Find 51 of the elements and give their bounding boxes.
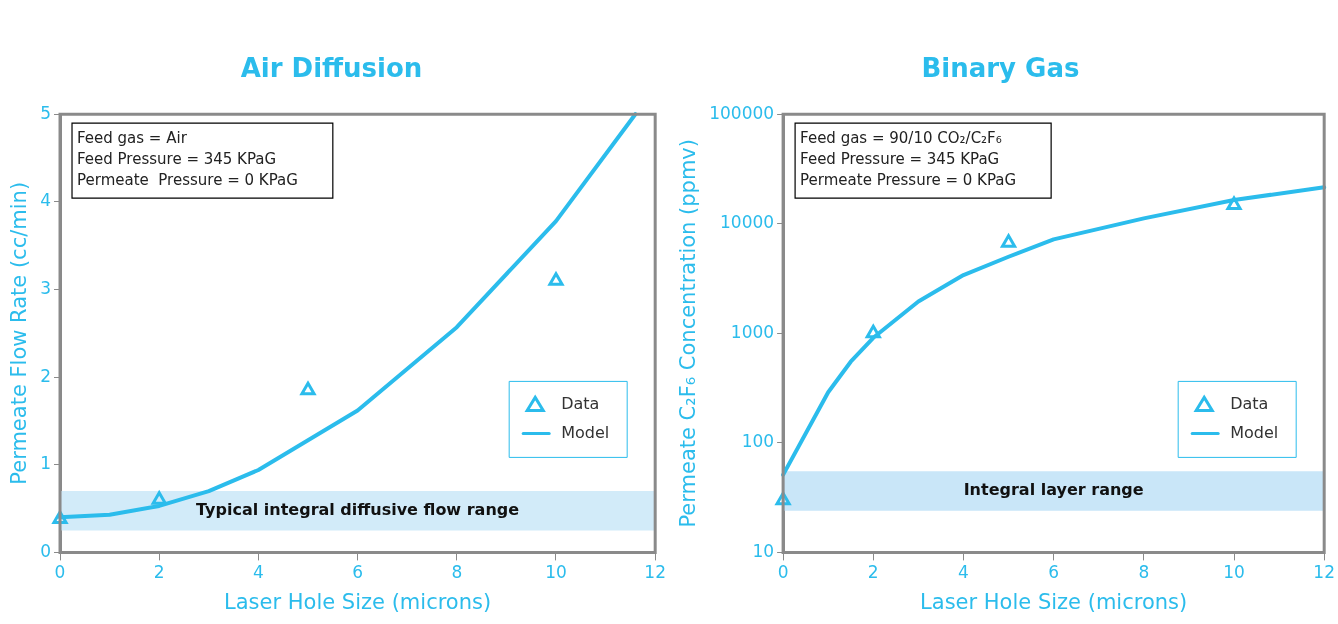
legend-label: Model (1230, 422, 1279, 442)
annotation: Permeate Pressure = 0 KPaG (800, 171, 1017, 190)
y-tick-label: 10000 (720, 212, 775, 233)
y-tick-label: 5 (40, 102, 52, 123)
y-axis-title: Permeate Flow Rate (cc/min) (7, 181, 32, 485)
annotation: Feed Pressure = 345 KPaG (77, 150, 277, 169)
annotation: Feed Pressure = 345 KPaG (800, 150, 1000, 169)
x-tick-label: 0 (54, 562, 66, 583)
x-tick-label: 0 (777, 562, 789, 583)
point (865, 324, 881, 339)
x-tick-label: 12 (1313, 562, 1335, 583)
x-tick-label: 6 (1048, 562, 1060, 583)
y-tick-label: 1 (40, 453, 52, 474)
legend-label: Model (561, 422, 610, 442)
x-tick-label: 4 (958, 562, 969, 583)
point (52, 510, 68, 525)
annotation: Permeate Pressure = 0 KPaG (77, 171, 298, 190)
y-tick-label: 2 (40, 365, 52, 386)
chart-title: Air Diffusion (240, 53, 423, 84)
y-tick-label: 3 (40, 277, 52, 298)
legend-label: Data (561, 393, 600, 413)
x-tick-label: 4 (252, 562, 264, 583)
x-tick-label: 2 (867, 562, 879, 583)
point (1000, 234, 1017, 248)
chart-title: Binary Gas (921, 53, 1080, 84)
x-tick-label: 8 (451, 562, 463, 583)
x-tick-label: 10 (545, 562, 567, 583)
annotation: Feed gas = 90/10 CO₂/C₂F₆ (800, 129, 1002, 148)
y-tick-label: 4 (40, 190, 52, 211)
point (1226, 196, 1242, 211)
y-tick-label: 0 (40, 540, 52, 561)
y-tick-label: 100 (741, 431, 775, 452)
x-tick-label: 8 (1138, 562, 1150, 583)
y-tick-label: 1000 (730, 321, 775, 342)
y-axis-title: Permeate C₂F₆ Concentration (ppmv) (676, 139, 701, 528)
x-axis-title: Laser Hole Size (microns) (224, 589, 492, 614)
x-tick-label: 12 (644, 562, 666, 583)
x-tick-label: 2 (153, 562, 165, 583)
point (548, 272, 564, 286)
y-tick-label: 100000 (709, 102, 775, 123)
point (300, 381, 316, 396)
legend-label: Data (1230, 393, 1269, 413)
x-axis-title: Laser Hole Size (microns) (920, 589, 1188, 614)
y-tick-label: 10 (752, 540, 775, 561)
annotation: Feed gas = Air (77, 129, 188, 148)
point (775, 491, 791, 506)
band-label: Integral layer range (963, 480, 1144, 500)
x-tick-label: 6 (352, 562, 364, 583)
band-label: Typical integral diffusive flow range (196, 499, 520, 519)
x-tick-label: 10 (1223, 562, 1245, 583)
point (151, 491, 167, 505)
